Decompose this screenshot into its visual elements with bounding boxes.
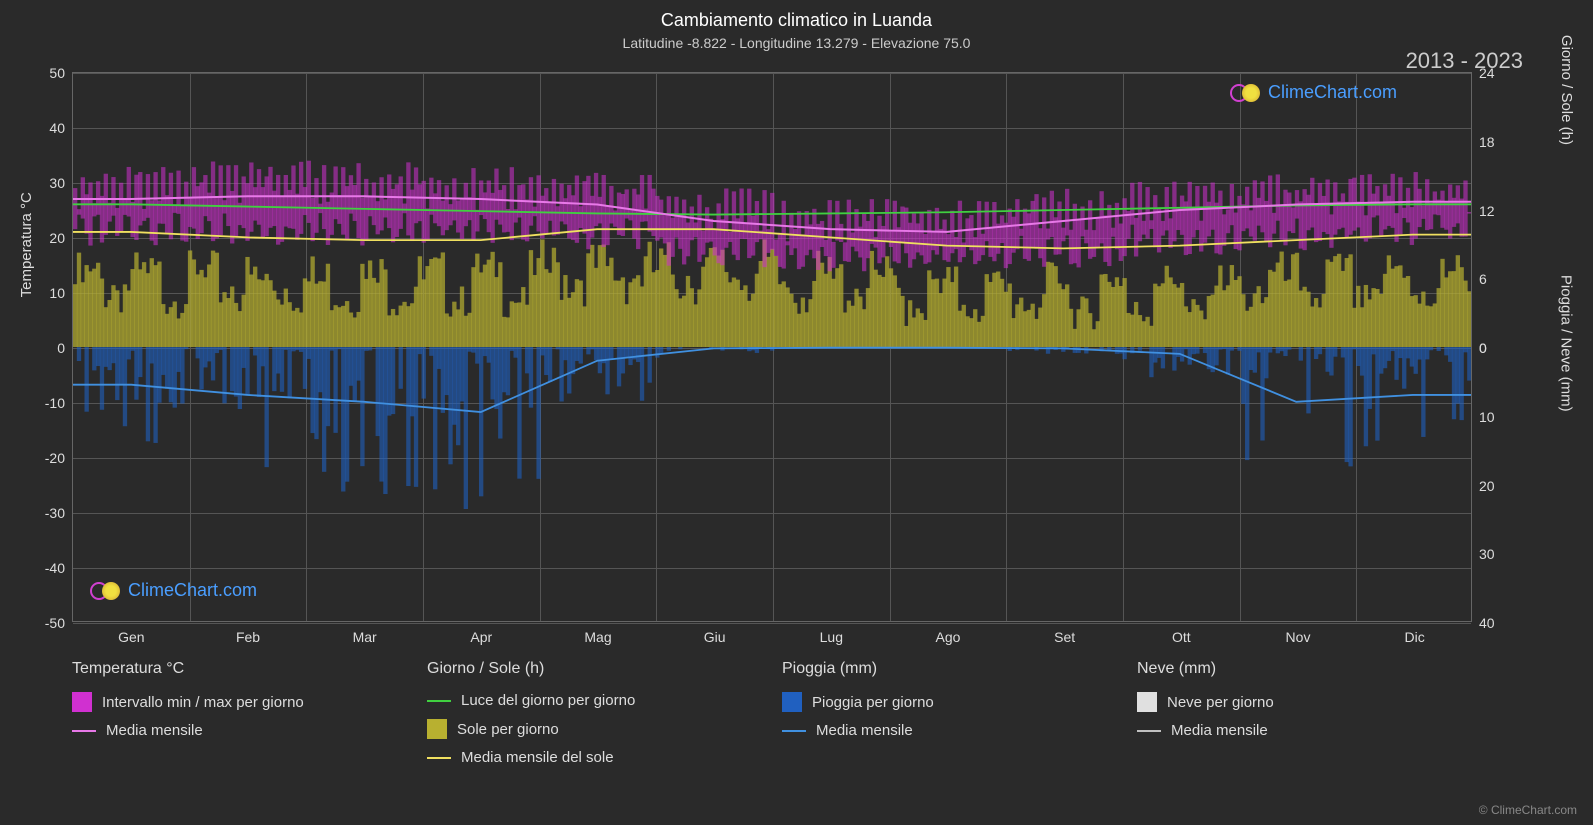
chart-title: Cambiamento climatico in Luanda <box>0 0 1593 31</box>
y-axis-right-bottom-title: Pioggia / Neve (mm) <box>1558 275 1575 412</box>
legend-swatch <box>427 719 447 739</box>
x-tick-month: Giu <box>704 621 726 645</box>
legend-swatch <box>1137 730 1161 732</box>
watermark-icon <box>1230 83 1262 103</box>
sun-bars <box>73 239 1471 347</box>
legend-item: Media mensile <box>1137 722 1472 739</box>
legend-item: Media mensile del sole <box>427 749 762 766</box>
legend-item: Pioggia per giorno <box>782 692 1117 712</box>
legend-column: Neve (mm) Neve per giorno Media mensile <box>1137 660 1472 766</box>
year-range: 2013 - 2023 <box>1406 48 1523 74</box>
legend-label: Media mensile <box>1171 722 1268 739</box>
copyright: © ClimeChart.com <box>1479 803 1577 817</box>
watermark-text: ClimeChart.com <box>1268 82 1397 103</box>
y-left-tick: 30 <box>49 175 73 191</box>
legend-label: Luce del giorno per giorno <box>461 692 635 709</box>
climate-chart: Cambiamento climatico in Luanda Latitudi… <box>0 0 1593 825</box>
legend-header: Pioggia (mm) <box>782 660 1117 678</box>
y-axis-left-title: Temperatura °C <box>18 192 35 297</box>
y-right-bottom-tick: 40 <box>1471 615 1495 631</box>
y-left-tick: -50 <box>45 615 73 631</box>
legend-item: Neve per giorno <box>1137 692 1472 712</box>
y-right-bottom-tick: 20 <box>1471 478 1495 494</box>
y-right-bottom-tick: 0 <box>1471 340 1487 356</box>
legend-swatch <box>782 692 802 712</box>
legend-item: Media mensile <box>782 722 1117 739</box>
x-tick-month: Apr <box>470 621 492 645</box>
legend-swatch <box>72 730 96 732</box>
legend-header: Temperatura °C <box>72 660 407 678</box>
x-tick-month: Gen <box>118 621 144 645</box>
x-tick-month: Ago <box>936 621 961 645</box>
x-tick-month: Mar <box>353 621 377 645</box>
rain-bars <box>77 347 1471 509</box>
legend: Temperatura °C Intervallo min / max per g… <box>72 660 1472 766</box>
watermark-icon <box>90 581 122 601</box>
legend-label: Intervallo min / max per giorno <box>102 694 304 711</box>
legend-column: Giorno / Sole (h) Luce del giorno per gio… <box>427 660 762 766</box>
x-tick-month: Set <box>1054 621 1075 645</box>
legend-label: Media mensile <box>816 722 913 739</box>
y-left-tick: -10 <box>45 395 73 411</box>
y-left-tick: 0 <box>57 340 73 356</box>
watermark-text: ClimeChart.com <box>128 580 257 601</box>
legend-label: Media mensile <box>106 722 203 739</box>
gridline-h <box>73 623 1471 624</box>
legend-header: Neve (mm) <box>1137 660 1472 678</box>
y-left-tick: 50 <box>49 65 73 81</box>
x-tick-month: Mag <box>584 621 611 645</box>
x-tick-month: Ott <box>1172 621 1191 645</box>
data-svg <box>73 73 1471 621</box>
chart-subtitle: Latitudine -8.822 - Longitudine 13.279 -… <box>0 31 1593 51</box>
watermark: ClimeChart.com <box>90 580 257 601</box>
x-tick-month: Dic <box>1405 621 1425 645</box>
y-left-tick: -30 <box>45 505 73 521</box>
legend-item: Luce del giorno per giorno <box>427 692 762 709</box>
y-left-tick: 40 <box>49 120 73 136</box>
legend-item: Media mensile <box>72 722 407 739</box>
legend-label: Pioggia per giorno <box>812 694 934 711</box>
y-right-top-tick: 12 <box>1471 203 1495 219</box>
legend-label: Media mensile del sole <box>461 749 614 766</box>
y-left-tick: -40 <box>45 560 73 576</box>
y-left-tick: -20 <box>45 450 73 466</box>
legend-item: Sole per giorno <box>427 719 762 739</box>
y-right-top-tick: 6 <box>1471 271 1487 287</box>
y-axis-right-top-title: Giorno / Sole (h) <box>1558 35 1575 145</box>
x-tick-month: Lug <box>820 621 843 645</box>
y-left-tick: 10 <box>49 285 73 301</box>
legend-column: Temperatura °C Intervallo min / max per g… <box>72 660 407 766</box>
legend-swatch <box>72 692 92 712</box>
y-right-top-tick: 24 <box>1471 65 1495 81</box>
legend-swatch <box>1137 692 1157 712</box>
x-tick-month: Nov <box>1286 621 1311 645</box>
y-left-tick: 20 <box>49 230 73 246</box>
legend-label: Neve per giorno <box>1167 694 1274 711</box>
plot-area: 50403020100-10-20-30-40-5024181260010203… <box>72 72 1472 622</box>
legend-swatch <box>782 730 806 732</box>
legend-column: Pioggia (mm) Pioggia per giorno Media mens… <box>782 660 1117 766</box>
legend-swatch <box>427 700 451 702</box>
x-tick-month: Feb <box>236 621 260 645</box>
legend-label: Sole per giorno <box>457 721 559 738</box>
legend-header: Giorno / Sole (h) <box>427 660 762 678</box>
y-right-bottom-tick: 10 <box>1471 409 1495 425</box>
y-right-bottom-tick: 30 <box>1471 546 1495 562</box>
legend-swatch <box>427 757 451 759</box>
watermark: ClimeChart.com <box>1230 82 1397 103</box>
legend-item: Intervallo min / max per giorno <box>72 692 407 712</box>
y-right-top-tick: 18 <box>1471 134 1495 150</box>
